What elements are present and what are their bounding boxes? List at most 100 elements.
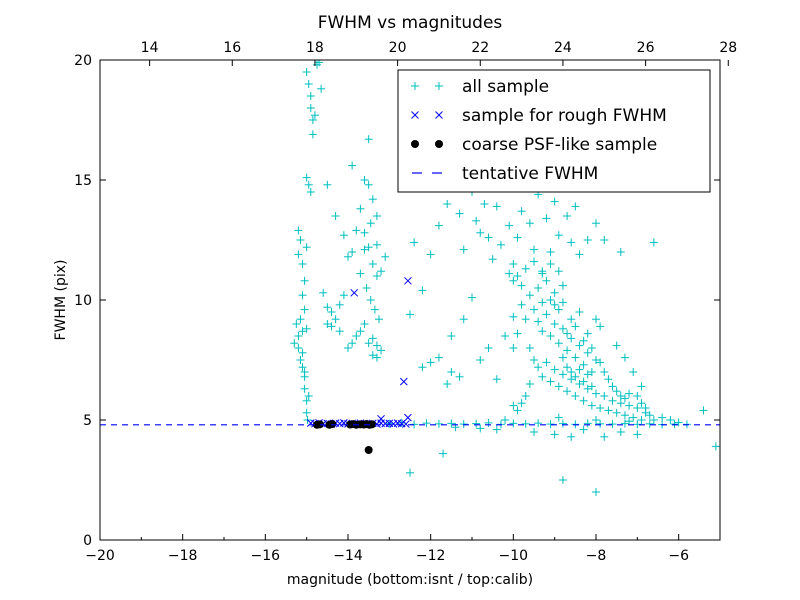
data-point-plus bbox=[439, 449, 448, 458]
data-point-plus bbox=[592, 219, 600, 228]
legend-entry: all sample bbox=[411, 77, 549, 97]
data-point-plus bbox=[616, 399, 625, 408]
data-point-plus bbox=[521, 264, 530, 273]
data-point-plus bbox=[571, 392, 580, 400]
data-point-plus bbox=[368, 351, 377, 360]
data-point-plus bbox=[447, 332, 456, 340]
top-tick-label: 28 bbox=[719, 40, 737, 56]
data-point-plus bbox=[455, 372, 464, 381]
data-point-plus bbox=[534, 419, 543, 428]
data-point-plus bbox=[592, 416, 600, 424]
data-point-plus bbox=[513, 329, 522, 338]
data-point-plus bbox=[492, 375, 501, 384]
data-point-plus bbox=[331, 315, 340, 324]
data-point-plus bbox=[459, 420, 468, 429]
data-point-plus bbox=[600, 236, 609, 244]
data-point-plus bbox=[542, 276, 551, 285]
data-point-plus bbox=[468, 293, 476, 302]
data-point-plus bbox=[443, 380, 452, 388]
data-point-plus bbox=[550, 300, 559, 309]
data-point-plus bbox=[649, 416, 658, 424]
data-point-plus bbox=[521, 419, 530, 428]
data-point-plus bbox=[608, 382, 617, 391]
data-point-plus bbox=[300, 384, 309, 393]
data-point-plus bbox=[364, 135, 373, 144]
data-point-plus bbox=[616, 248, 625, 256]
data-point-plus bbox=[649, 238, 658, 247]
data-point-plus bbox=[335, 300, 344, 309]
data-point-plus bbox=[422, 419, 431, 428]
data-point-plus bbox=[546, 420, 555, 429]
data-point-plus bbox=[563, 346, 572, 355]
data-point-plus bbox=[674, 418, 683, 427]
data-point-plus bbox=[554, 339, 563, 348]
data-point-plus bbox=[335, 327, 344, 336]
data-point-plus bbox=[372, 240, 381, 249]
data-point-plus bbox=[571, 353, 580, 362]
data-point-plus bbox=[546, 260, 555, 268]
data-point-plus bbox=[294, 332, 303, 340]
series-all-sample bbox=[290, 60, 720, 496]
data-point-plus bbox=[298, 327, 307, 336]
data-point-plus bbox=[534, 284, 543, 292]
data-point-plus bbox=[546, 332, 555, 340]
data-point-plus bbox=[579, 360, 588, 369]
data-point-plus bbox=[600, 368, 609, 376]
data-point-plus bbox=[579, 425, 588, 434]
data-point-plus bbox=[300, 276, 309, 285]
data-point-plus bbox=[612, 408, 621, 417]
data-point-plus bbox=[596, 419, 605, 428]
data-point-plus bbox=[554, 305, 563, 314]
data-point-plus bbox=[525, 380, 534, 388]
data-point-plus bbox=[310, 111, 319, 120]
data-point-plus bbox=[592, 488, 600, 496]
data-point-plus bbox=[558, 298, 567, 307]
data-point-plus bbox=[567, 315, 576, 324]
data-point-plus bbox=[364, 180, 373, 189]
data-point-plus bbox=[583, 348, 592, 357]
data-point-plus bbox=[352, 332, 361, 340]
data-point-plus bbox=[546, 377, 555, 386]
data-point-plus bbox=[563, 363, 572, 372]
data-point-plus bbox=[542, 358, 551, 367]
top-tick-label: 16 bbox=[223, 40, 241, 56]
top-tick-label: 18 bbox=[306, 40, 324, 56]
data-point-plus bbox=[302, 396, 311, 405]
data-point-plus bbox=[558, 281, 567, 290]
data-point-plus bbox=[509, 419, 518, 428]
data-point-plus bbox=[447, 368, 456, 376]
data-point-plus bbox=[476, 228, 485, 237]
data-point-plus bbox=[534, 363, 543, 372]
data-point-plus bbox=[509, 312, 518, 321]
data-point-plus bbox=[633, 404, 642, 412]
data-point-plus bbox=[525, 219, 534, 228]
x-tick-label: −20 bbox=[85, 548, 115, 564]
axes: −20 −18 −16 −14 −12 −10 −8 −6 14 16 18 20 22 24 26 28 0 5… bbox=[74, 40, 737, 564]
data-point-plus bbox=[620, 353, 629, 362]
legend-label: sample for rough FWHM bbox=[462, 106, 667, 126]
data-point-plus bbox=[600, 432, 609, 441]
data-point-circle bbox=[364, 446, 373, 454]
legend-marker bbox=[411, 140, 419, 148]
data-point-plus bbox=[339, 231, 348, 240]
data-point-plus bbox=[372, 353, 381, 362]
data-point-plus bbox=[587, 382, 596, 391]
data-point-plus bbox=[517, 300, 526, 309]
data-point-plus bbox=[554, 382, 563, 391]
data-point-plus bbox=[296, 236, 305, 244]
data-point-plus bbox=[620, 394, 629, 403]
data-point-plus bbox=[534, 317, 543, 326]
data-point-plus bbox=[509, 276, 518, 285]
data-point-plus bbox=[327, 308, 336, 316]
data-point-plus bbox=[550, 288, 559, 297]
data-point-plus bbox=[447, 419, 456, 428]
data-point-plus bbox=[587, 368, 596, 376]
data-point-plus bbox=[360, 245, 369, 254]
data-point-plus bbox=[625, 417, 634, 426]
data-point-plus bbox=[517, 399, 526, 408]
data-point-plus bbox=[459, 315, 468, 324]
data-point-plus bbox=[587, 401, 596, 410]
data-point-plus bbox=[418, 363, 427, 372]
x-tick-label: −18 bbox=[168, 548, 198, 564]
